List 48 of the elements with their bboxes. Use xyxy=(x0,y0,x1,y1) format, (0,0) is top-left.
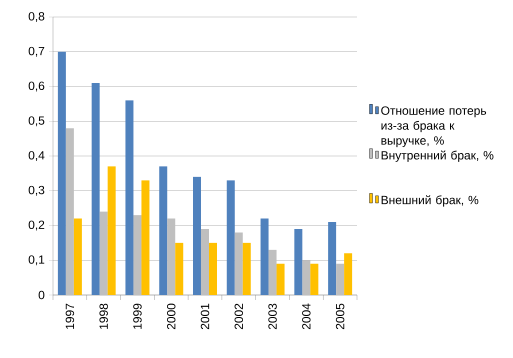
x-tick-label: 2001 xyxy=(200,304,210,330)
legend-label: Внешний брак, % xyxy=(382,195,478,207)
y-tick-label: 0,6 xyxy=(28,82,44,92)
bar xyxy=(209,242,217,295)
bar xyxy=(193,176,201,295)
bar xyxy=(58,52,66,295)
bar xyxy=(66,128,74,295)
y-tick-label: 0,1 xyxy=(28,255,44,266)
y-tick-label: 0 xyxy=(38,290,44,300)
bar xyxy=(175,242,184,295)
bar xyxy=(268,250,277,295)
bar xyxy=(276,264,285,295)
bar xyxy=(336,264,344,295)
legend-label: Отношение потерь из-за брака к выручке, % xyxy=(381,106,486,148)
legend-label: Внутренний брак, % xyxy=(382,150,494,162)
bar xyxy=(74,218,82,295)
bar xyxy=(159,166,168,295)
bar xyxy=(167,218,176,295)
x-tick-label: 1998 xyxy=(99,304,108,329)
bar xyxy=(100,212,108,295)
bar xyxy=(141,180,150,295)
bar xyxy=(310,264,318,295)
bar xyxy=(108,166,116,295)
bar xyxy=(260,218,269,295)
bar xyxy=(125,100,134,295)
bar xyxy=(302,260,310,295)
x-tick-label: 2000 xyxy=(166,304,176,330)
y-tick-label: 0,4 xyxy=(28,151,44,161)
y-tick-label: 0,2 xyxy=(28,220,44,230)
bar xyxy=(133,215,142,295)
bar xyxy=(328,222,336,295)
x-tick-label: 2004 xyxy=(302,304,311,330)
x-tick-label: 2002 xyxy=(234,304,244,330)
x-tick-label: 2003 xyxy=(268,304,277,330)
bar xyxy=(344,253,352,295)
bar xyxy=(234,232,243,295)
bar xyxy=(294,228,302,295)
x-tick-label: 1999 xyxy=(133,304,142,329)
y-tick-label: 0,8 xyxy=(28,12,44,22)
bar xyxy=(92,83,100,295)
bar xyxy=(242,242,251,295)
x-tick-label: 1997 xyxy=(66,304,74,329)
y-tick-label: 0,7 xyxy=(28,46,44,57)
bar xyxy=(226,180,235,295)
y-tick-label: 0,3 xyxy=(28,186,44,196)
bar xyxy=(201,228,209,295)
x-tick-label: 2005 xyxy=(336,304,344,330)
y-tick-label: 0,5 xyxy=(28,116,44,126)
